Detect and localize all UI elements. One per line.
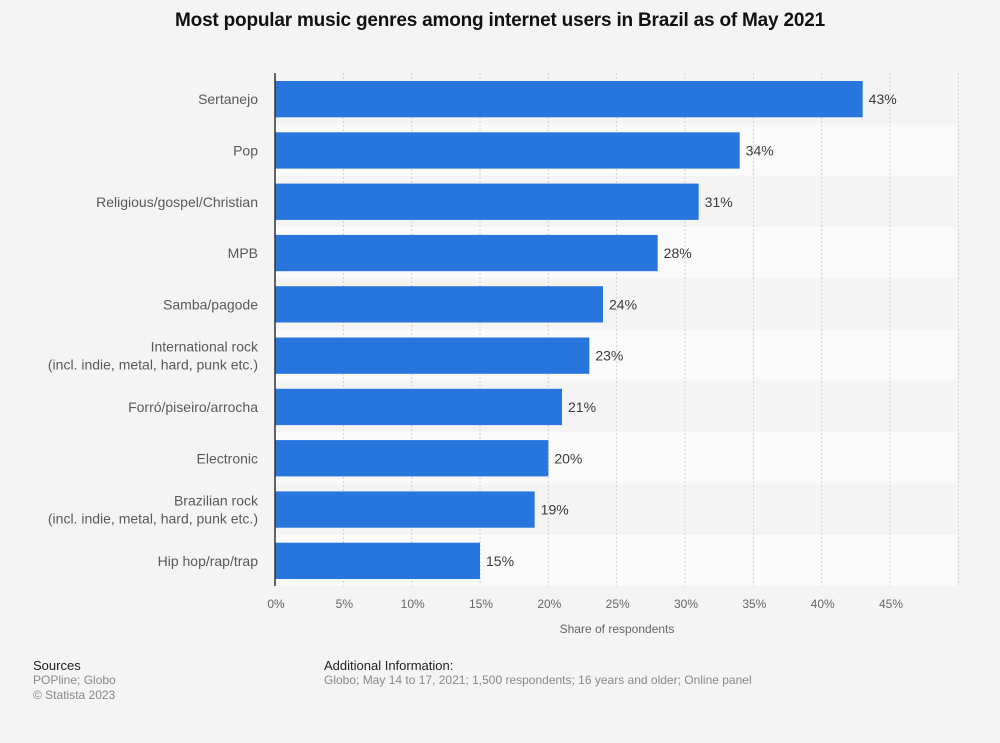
category-label-line: MPB bbox=[228, 245, 258, 261]
category-label: Electronic bbox=[197, 450, 258, 466]
sources-heading: Sources bbox=[33, 658, 81, 673]
sources-text[interactable]: POPline; Globo bbox=[33, 673, 116, 687]
x-tick-label: 35% bbox=[742, 597, 766, 611]
category-label: International rock (incl. indie, metal, h… bbox=[48, 339, 259, 373]
category-label-line: Hip hop/rap/trap bbox=[158, 553, 259, 569]
category-labels: Sertanejo Pop Religious/gospel/Christian MP… bbox=[48, 91, 259, 569]
category-label: Hip hop/rap/trap bbox=[158, 553, 259, 569]
bar[interactable] bbox=[275, 183, 699, 220]
bar[interactable] bbox=[275, 286, 603, 323]
bars bbox=[275, 81, 863, 579]
value-label: 28% bbox=[664, 245, 692, 261]
x-tick-label: 40% bbox=[811, 597, 835, 611]
category-label: Sertanejo bbox=[198, 91, 258, 107]
bar[interactable] bbox=[275, 491, 535, 528]
category-label-line: Electronic bbox=[197, 450, 258, 466]
category-label-line: Sertanejo bbox=[198, 91, 258, 107]
x-axis-title: Share of respondents bbox=[560, 622, 675, 636]
additional-info-heading: Additional Information: bbox=[324, 658, 454, 673]
x-tick-label: 20% bbox=[537, 597, 561, 611]
x-tick-label: 25% bbox=[606, 597, 630, 611]
copyright: © Statista 2023 bbox=[33, 688, 116, 702]
value-label: 23% bbox=[595, 348, 623, 364]
category-label: MPB bbox=[228, 245, 258, 261]
category-label-line: Pop bbox=[233, 142, 258, 158]
value-label: 20% bbox=[554, 450, 582, 466]
bar[interactable] bbox=[275, 337, 590, 374]
category-label: Religious/gospel/Christian bbox=[96, 194, 258, 210]
bar[interactable] bbox=[275, 234, 658, 272]
category-label: Forró/piseiro/arrocha bbox=[128, 399, 258, 415]
x-tick-label: 0% bbox=[267, 597, 285, 611]
bar[interactable] bbox=[275, 542, 480, 579]
category-label-line: Brazilian rock bbox=[174, 493, 259, 509]
category-label-line: Samba/pagode bbox=[163, 296, 258, 312]
value-label: 24% bbox=[609, 296, 637, 312]
additional-info-text: Globo; May 14 to 17, 2021; 1,500 respond… bbox=[324, 673, 752, 687]
category-label-line: Religious/gospel/Christian bbox=[96, 194, 258, 210]
x-tick-labels: 0% 5% 10% 15% 20% 25% 30% 35% 40% 45% bbox=[267, 597, 903, 611]
category-label-line: (incl. indie, metal, hard, punk etc.) bbox=[48, 511, 258, 527]
bar[interactable] bbox=[275, 388, 562, 426]
x-tick-label: 10% bbox=[401, 597, 425, 611]
category-label: Samba/pagode bbox=[163, 296, 258, 312]
category-label-line: Forró/piseiro/arrocha bbox=[128, 399, 258, 415]
x-tick-label: 45% bbox=[879, 597, 903, 611]
x-tick-label: 30% bbox=[674, 597, 698, 611]
bar[interactable] bbox=[275, 81, 863, 118]
bar[interactable] bbox=[275, 440, 549, 477]
value-label: 21% bbox=[568, 399, 596, 415]
x-tick-label: 5% bbox=[336, 597, 354, 611]
category-label-line: International rock bbox=[151, 339, 259, 355]
value-label: 15% bbox=[486, 553, 514, 569]
value-label: 43% bbox=[869, 91, 897, 107]
value-label: 19% bbox=[541, 502, 569, 518]
category-label-line: (incl. indie, metal, hard, punk etc.) bbox=[48, 357, 258, 373]
additional-info-block: Additional Information: Globo; May 14 to… bbox=[324, 658, 752, 688]
category-label: Brazilian rock (incl. indie, metal, hard,… bbox=[48, 493, 259, 527]
x-tick-label: 15% bbox=[469, 597, 493, 611]
sources-block: Sources POPline; Globo © Statista 2023 bbox=[33, 658, 116, 703]
value-labels: 43% 34% 31% 28% 24% 23% 21% 20% 19% 15% bbox=[486, 91, 897, 569]
chart-title: Most popular music genres among internet… bbox=[175, 10, 825, 31]
value-label: 34% bbox=[746, 142, 774, 158]
category-label: Pop bbox=[233, 142, 258, 158]
value-label: 31% bbox=[705, 194, 733, 210]
bar[interactable] bbox=[275, 132, 740, 169]
